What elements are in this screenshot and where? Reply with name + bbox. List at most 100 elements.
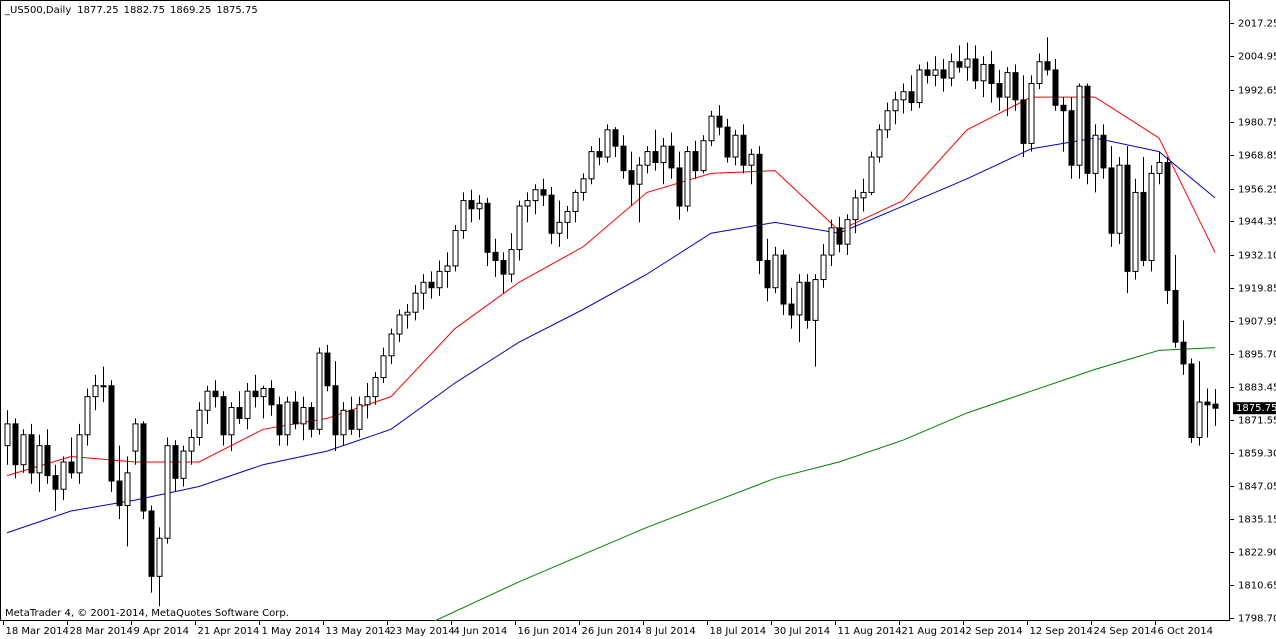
x-tick-label: 18 Jul 2014 (710, 626, 767, 637)
candle-body (1076, 85, 1083, 166)
y-tick-label: 1859.30 (1238, 449, 1276, 460)
candle-body (1148, 172, 1155, 261)
y-tick-label: 1883.45 (1238, 383, 1276, 394)
candle-body (1116, 164, 1123, 234)
candle-body (52, 475, 59, 490)
candle-body (148, 510, 155, 577)
candle-body (340, 409, 347, 436)
candle-body (620, 145, 627, 172)
candle-body (4, 423, 11, 447)
candle-body (780, 254, 787, 305)
candle-body (420, 281, 427, 294)
candle-body (252, 390, 259, 398)
candle-body (460, 200, 467, 232)
candle-body (660, 145, 667, 163)
candle-body (116, 480, 123, 507)
candle-body (468, 200, 475, 210)
candle-body (1068, 110, 1075, 166)
candle-body (564, 210, 571, 223)
candle-body (300, 407, 307, 425)
candle-body (708, 115, 715, 142)
y-tick-label: 2004.95 (1238, 52, 1276, 63)
candle-body (716, 115, 723, 128)
candle-body (268, 387, 275, 406)
y-tick-label: 1919.85 (1238, 284, 1276, 295)
candle-body (188, 436, 195, 452)
candle-body (316, 352, 323, 430)
candle-body (1204, 401, 1211, 406)
candle-body (852, 197, 859, 221)
candle-body (628, 170, 635, 185)
candle-body (740, 134, 747, 166)
x-tick-label: 21 Apr 2014 (198, 626, 260, 637)
y-tick-label: 1847.05 (1238, 482, 1276, 493)
moving-average-line (6, 137, 1216, 534)
x-tick-label: 28 Mar 2014 (70, 626, 133, 637)
candle-body (828, 227, 835, 256)
x-tick-label: 11 Aug 2014 (838, 626, 902, 637)
candle-body (532, 189, 539, 202)
candle-body (428, 281, 435, 289)
y-tick-label: 1895.70 (1238, 350, 1276, 361)
candle-body (748, 153, 755, 166)
y-tick-label: 1835.15 (1238, 515, 1276, 526)
candle-body (68, 461, 75, 474)
candle-body (612, 129, 619, 147)
candle-body (220, 396, 227, 436)
candle-body (964, 58, 971, 68)
candle-body (580, 178, 587, 193)
x-tick-label: 12 Sep 2014 (1030, 626, 1093, 637)
x-tick-label: 16 Jun 2014 (518, 626, 578, 637)
candle-body (668, 145, 675, 169)
candle-body (140, 423, 147, 512)
plot-area (4, 37, 1219, 621)
high-value: 1882.75 (124, 5, 165, 16)
x-tick-label: 18 Mar 2014 (6, 626, 69, 637)
x-tick-label: 4 Jun 2014 (454, 626, 508, 637)
candle-body (348, 409, 355, 430)
candle-body (996, 83, 1003, 98)
candle-body (804, 281, 811, 321)
candle-body (332, 385, 339, 436)
candle-body (884, 110, 891, 131)
x-tick-label: 6 Oct 2014 (1158, 626, 1213, 637)
candle-body (212, 390, 219, 398)
candle-body (324, 352, 331, 387)
price-box-label: 1875.75 (1236, 403, 1276, 414)
candle-body (684, 151, 691, 207)
candle-body (396, 314, 403, 335)
candle-body (908, 91, 915, 104)
open-value: 1877.25 (77, 5, 118, 16)
candle-body (28, 434, 35, 474)
candle-body (1028, 83, 1035, 144)
candle-body (1044, 61, 1051, 71)
candle-body (1108, 167, 1115, 234)
candle-body (132, 423, 139, 452)
x-tick-label: 24 Sep 2014 (1094, 626, 1157, 637)
candle-body (20, 434, 27, 466)
candle-body (284, 401, 291, 436)
candle-body (84, 396, 91, 436)
candle-body (876, 129, 883, 158)
candle-body (244, 390, 251, 419)
candle-body (412, 292, 419, 313)
candle-body (756, 153, 763, 261)
candle-body (604, 129, 611, 158)
x-tick-label: 2 Sep 2014 (966, 626, 1023, 637)
candle-body (788, 303, 795, 316)
candle-body (164, 445, 171, 539)
candle-body (796, 281, 803, 316)
candle-body (516, 205, 523, 251)
candle-body (1212, 403, 1219, 409)
candle-body (1060, 104, 1067, 112)
candle-body (972, 58, 979, 82)
close-value: 1875.75 (216, 5, 257, 16)
candle-body (12, 423, 19, 466)
candle-body (596, 151, 603, 158)
candle-body (724, 126, 731, 158)
candle-body (1140, 191, 1147, 261)
candle-body (1156, 161, 1163, 174)
candle-body (772, 254, 779, 289)
candle-body (452, 230, 459, 267)
candle-body (948, 61, 955, 79)
